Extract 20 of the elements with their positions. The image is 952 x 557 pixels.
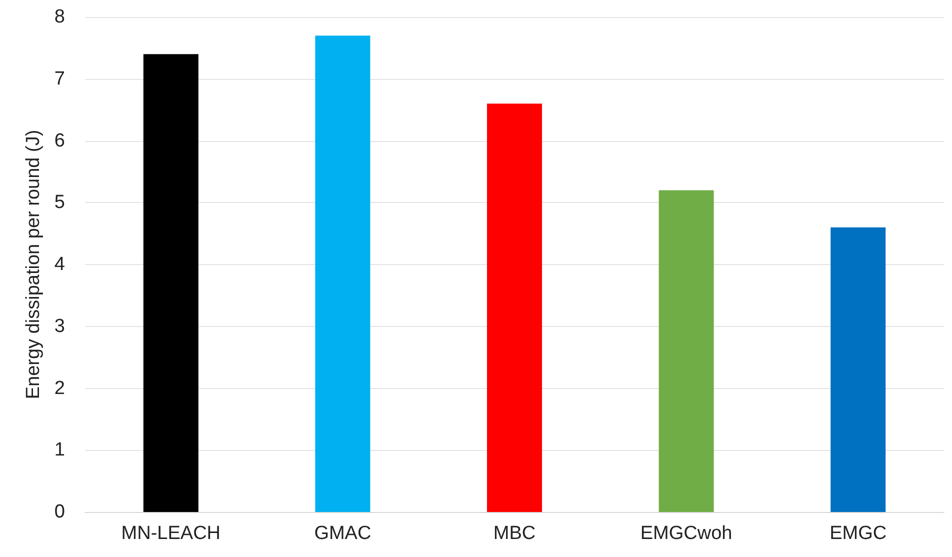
bar xyxy=(830,227,886,512)
y-tick-label: 0 xyxy=(54,502,65,522)
bar xyxy=(487,104,542,512)
y-tick-label: 1 xyxy=(54,440,65,461)
y-tick-label: 7 xyxy=(54,68,65,90)
x-tick-label: EMGCwoh xyxy=(640,523,732,544)
y-tick-label: 8 xyxy=(54,6,65,28)
bar xyxy=(315,36,370,512)
x-tick-label: GMAC xyxy=(314,523,372,544)
y-tick-label: 6 xyxy=(54,130,65,152)
x-tick-label: MBC xyxy=(493,523,536,544)
bar xyxy=(143,54,198,512)
y-axis-title: Energy dissipation per round (J) xyxy=(23,130,44,400)
y-tick-label: 5 xyxy=(54,192,65,214)
y-tick-label: 2 xyxy=(54,378,65,399)
y-tick-label: 3 xyxy=(54,316,65,337)
y-tick-label: 4 xyxy=(54,254,66,275)
x-tick-label: EMGC xyxy=(830,523,887,544)
x-tick-label: MN-LEACH xyxy=(121,523,221,544)
bar xyxy=(658,190,714,512)
